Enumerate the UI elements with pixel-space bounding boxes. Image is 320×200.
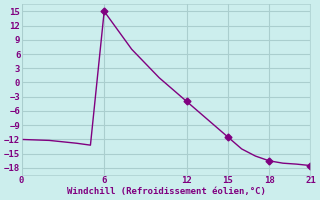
X-axis label: Windchill (Refroidissement éolien,°C): Windchill (Refroidissement éolien,°C) — [67, 187, 266, 196]
